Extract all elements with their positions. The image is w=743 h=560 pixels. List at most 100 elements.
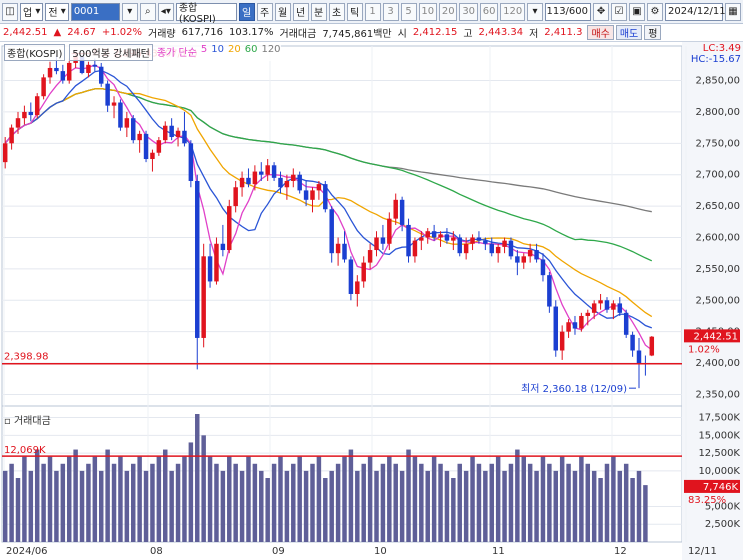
candle-body [361,262,366,282]
price-tick-label: 2,850,00 [695,76,740,87]
candle-body [489,243,494,254]
axis-strip [682,42,743,560]
volume-bar [118,456,123,542]
tab-tick[interactable]: 틱 [346,2,363,21]
tab-monthly[interactable]: 월 [274,2,291,21]
up-arrow-icon: ▲ [53,27,62,38]
candle-body [41,77,46,97]
low-note: 최저 2,360.18 (12/09) [521,383,627,395]
volume-bar [604,463,610,542]
last-price-box [684,329,740,343]
volume-bar [137,456,142,542]
candle-body [227,206,232,251]
last-volume-label: 7,746K [703,482,739,493]
minute-20-button[interactable]: 20 [439,2,458,21]
tab-weekly[interactable]: 주 [256,2,273,21]
save-icon[interactable]: ▣ [629,2,646,21]
candle-body [355,281,360,294]
volume-bar [361,463,366,542]
minute-5-button[interactable]: 5 [400,2,417,21]
period-select[interactable]: 전 ▾ [45,2,69,21]
date-input[interactable]: 2024/12/11 [665,2,726,21]
price-tick-label: 2,700,00 [695,170,740,181]
volume-bar [611,456,616,542]
candle-body [451,237,456,241]
volume-bar [476,463,482,542]
volume-bar [470,456,475,542]
minute-120-button[interactable]: 120 [500,2,526,21]
code-value: 0001 [73,6,100,17]
minute-3-button[interactable]: 3 [382,2,399,21]
chart-settings-icon[interactable]: ◫ [2,2,18,21]
index-legend[interactable]: 종합(KOSPI) [4,44,66,61]
search-icon[interactable]: ▾ [121,2,138,21]
date-tick-label: 12 [614,546,627,557]
low-label: 저 [529,29,539,40]
code-input[interactable]: 0001 [70,2,120,21]
candle-body [124,118,130,128]
candle-body [540,259,546,276]
volume-bar [559,456,565,542]
volume-reference-label: 12,069K [4,445,46,456]
candle-body [207,256,213,282]
gear-icon[interactable]: ⚙ [647,2,664,21]
candle-body [143,133,149,160]
volume-bar [284,470,290,542]
volume-bar [143,470,149,542]
candle-body [630,334,635,351]
calendar-icon[interactable]: ▦ [725,2,742,21]
date-tick-label: 08 [150,546,163,557]
candle-body [572,322,578,329]
volume-bar [585,463,591,542]
checkbox-icon[interactable]: ☑ [611,2,628,21]
volume-bar [303,470,309,542]
minute-10-button[interactable]: 10 [418,2,437,21]
volume-bar [175,463,181,542]
volume-bar [355,470,360,542]
volume-bar [182,456,187,542]
pattern-legend[interactable]: 500억봉 강세패턴 [69,44,153,61]
volume-bar [572,470,578,542]
minute-60-button[interactable]: 60 [479,2,499,21]
candle-body [412,240,418,257]
candle-body [54,67,59,72]
count-display[interactable]: 113/600 [545,2,592,21]
tab-daily[interactable]: 일 [238,2,255,21]
minute-1-button[interactable]: 1 [364,2,381,21]
candle-body [502,240,507,247]
candle-body [406,224,411,257]
volume-legend-title: 거래대금 [13,416,51,427]
candle-body [22,111,27,119]
tab-minute[interactable]: 분 [310,2,327,21]
search-magnifier-icon[interactable]: ⌕ [139,2,156,21]
market-select[interactable]: 업 ▾ [20,2,44,21]
volume-bar [105,449,110,542]
volume-bar [156,456,162,542]
count-value: 113/600 [546,6,589,17]
price-change: 24.67 [67,27,96,38]
buy-button[interactable]: 매수 [587,25,614,40]
candle-body [265,165,270,175]
sell-button[interactable]: 매도 [615,25,643,40]
volume-bar [636,470,642,542]
volume-bar [380,463,386,542]
candle-body [617,303,623,313]
tab-second[interactable]: 초 [328,2,345,21]
tab-yearly[interactable]: 년 [292,2,309,21]
crosshair-icon[interactable]: ✥ [593,2,610,21]
volume-tick-label: 5,000K [705,501,741,512]
ma-legend-label: 종가 단순 [156,48,197,59]
candle-body [348,259,354,294]
market-value: 업 [23,8,33,19]
minute-30-button[interactable]: 30 [459,2,478,21]
price-tick-label: 2,800,00 [695,107,740,118]
hl-readout: LC:3.49 HC:-15.67 [691,43,741,65]
eval-button[interactable]: 평 [644,25,662,40]
price-volume-chart[interactable]: 2,850,00 2,800,00 2,750,00 2,700,00 2,650,00… [0,42,743,560]
volume-bar [297,456,302,542]
speaker-icon[interactable]: ◂▾ [157,2,174,21]
dropdown-icon[interactable]: ▾ [527,2,544,21]
candle-body [15,118,21,128]
quote-bar: 2,442.51 ▲ 24.67 +1.02% 거래량 617,716 103.… [0,24,743,42]
date-tick-label: 2024/06 [6,546,48,557]
